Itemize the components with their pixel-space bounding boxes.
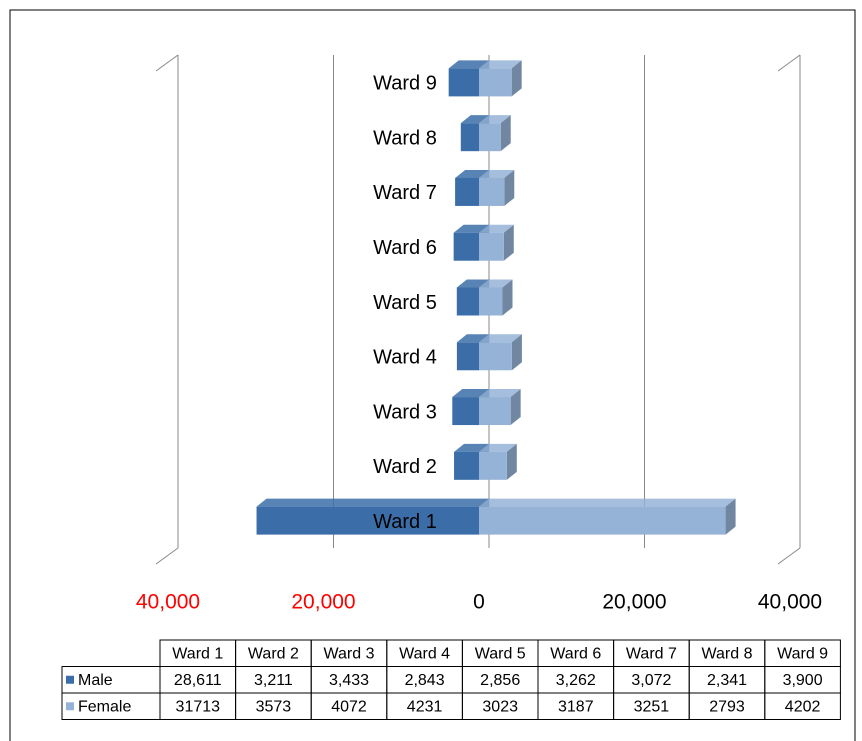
legend-label: Female (78, 698, 131, 715)
table-header: Ward 3 (324, 645, 375, 662)
table-header: Ward 8 (702, 645, 753, 662)
bar (256, 506, 479, 535)
bar-top (256, 498, 489, 507)
bar-top (479, 443, 517, 452)
bar-top (479, 224, 514, 233)
table-value: 4072 (331, 698, 367, 715)
bar (460, 123, 479, 152)
table-header: Ward 9 (777, 645, 828, 662)
table-header: Ward 7 (626, 645, 677, 662)
table-value: 31713 (176, 698, 221, 715)
bar (456, 287, 479, 316)
bar (455, 177, 479, 206)
table-header: Ward 6 (550, 645, 601, 662)
category-label: Ward 2 (373, 456, 437, 478)
table-value: 3,900 (783, 672, 823, 689)
bar-side (511, 334, 522, 371)
bar-top (479, 498, 736, 507)
bar (479, 397, 511, 426)
table-value: 3,072 (631, 672, 671, 689)
table-value: 4202 (785, 698, 821, 715)
category-label: Ward 5 (373, 292, 437, 314)
bar (479, 68, 512, 97)
x-tick-label: 40,000 (758, 591, 822, 614)
bar-side (503, 224, 514, 261)
bar-side (500, 115, 511, 152)
table-value: 3,211 (254, 672, 293, 689)
bar (479, 506, 726, 535)
bar-top (448, 60, 489, 69)
table-header: Ward 4 (399, 645, 450, 662)
bar-top (479, 334, 522, 343)
table-value: 3573 (256, 698, 292, 715)
bar (479, 232, 504, 261)
grid-line (155, 54, 179, 72)
category-label: Ward 7 (373, 182, 437, 204)
table-value: 28,611 (174, 672, 222, 689)
bar (479, 123, 501, 152)
bar-side (506, 443, 517, 480)
category-label: Ward 4 (373, 347, 437, 369)
x-tick-label: 20,000 (291, 591, 355, 614)
category-label: Ward 9 (373, 73, 437, 95)
table-value: 3,262 (556, 672, 596, 689)
bar-top (454, 443, 489, 452)
x-tick-label: 20,000 (602, 591, 666, 614)
table-value: 2,856 (480, 672, 520, 689)
bar (453, 232, 479, 261)
x-tick-label: 40,000 (136, 591, 200, 614)
bar (448, 68, 479, 97)
bar-top (452, 389, 489, 398)
legend-key (66, 702, 74, 711)
bar-side (725, 498, 736, 535)
bar-side (510, 389, 521, 426)
x-tick-label: 0 (473, 591, 485, 614)
bar (452, 397, 479, 426)
table-value: 2,843 (405, 672, 445, 689)
chart-border (9, 9, 856, 741)
table-value: 3,433 (329, 672, 369, 689)
bar-top (456, 334, 489, 343)
bar (454, 451, 479, 480)
bar (479, 177, 505, 206)
category-label: Ward 6 (373, 237, 437, 259)
bar-top (479, 279, 513, 288)
bar (456, 342, 479, 371)
grid-line (155, 547, 179, 565)
grid-line (777, 547, 801, 565)
table-header: Ward 5 (475, 645, 526, 662)
bar-top (479, 169, 515, 178)
bar-top (479, 60, 522, 69)
bar (479, 287, 503, 316)
table-value: 3251 (634, 698, 670, 715)
category-label: Ward 3 (373, 401, 437, 423)
bar-side (511, 60, 522, 97)
bar-top (479, 389, 521, 398)
table-value: 3187 (558, 698, 594, 715)
table-cell (764, 692, 841, 720)
table-value: 4231 (407, 698, 443, 715)
bar-top (455, 169, 489, 178)
bar (479, 342, 512, 371)
table-header: Ward 1 (172, 645, 223, 662)
table-value: 3023 (482, 698, 518, 715)
table-value: 2,341 (707, 672, 747, 689)
bar-top (453, 224, 489, 233)
table-header: Ward 2 (248, 645, 299, 662)
bar-side (502, 279, 513, 316)
bar (479, 451, 507, 480)
bar-top (479, 115, 511, 124)
bar-top (456, 279, 489, 288)
bar-side (504, 169, 515, 206)
legend-label: Male (78, 672, 113, 689)
table-value: 2793 (709, 698, 745, 715)
legend-key (66, 675, 74, 684)
category-label: Ward 1 (373, 511, 437, 533)
grid-line (777, 54, 801, 72)
bar-top (460, 115, 489, 124)
category-label: Ward 8 (373, 127, 437, 149)
